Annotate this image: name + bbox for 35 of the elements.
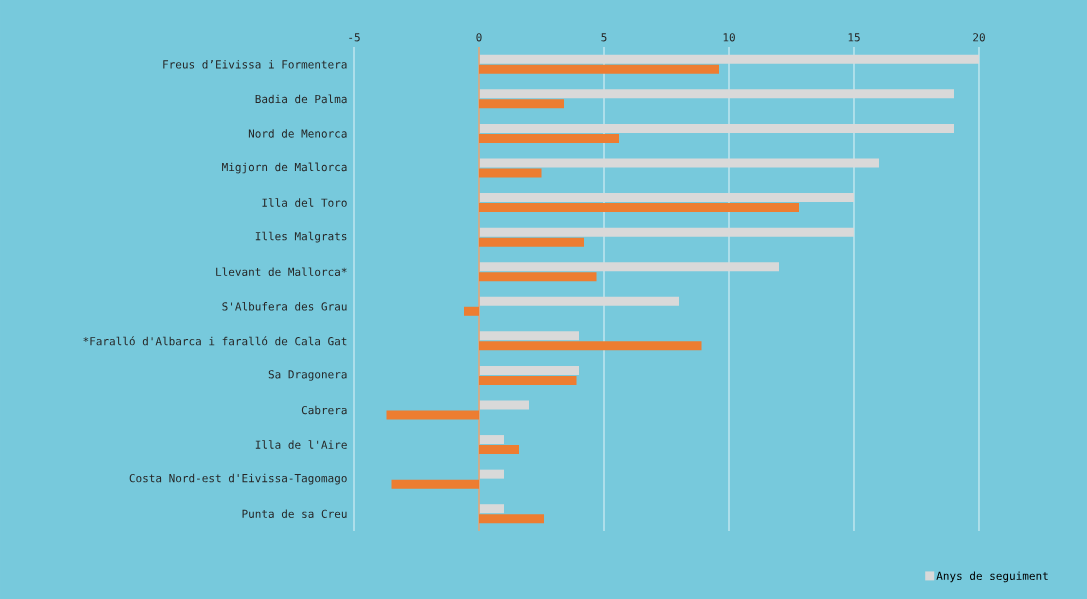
y-tick-label: Badia de Palma — [255, 94, 347, 104]
x-tick-label: 10 — [723, 33, 735, 42]
bar — [479, 400, 529, 410]
y-tick-label: Punta de sa Creu — [242, 509, 347, 518]
x-tick-label: 5 — [601, 33, 607, 42]
y-tick-label: Illa de l'Aire — [255, 440, 347, 449]
y-tick-label: Costa Nord-est d'Eivissa-Tagomago — [129, 473, 347, 485]
y-tick-label: Nord de Menorca — [248, 129, 347, 138]
legend-label: Anys de seguiment — [936, 571, 1048, 583]
y-tick-label: Sa Dragonera — [268, 370, 347, 381]
bar — [479, 193, 854, 203]
y-tick-label: Illa del Toro — [262, 198, 347, 207]
bar — [479, 365, 579, 375]
bar — [479, 331, 579, 341]
bar — [479, 54, 979, 64]
bar — [479, 262, 779, 272]
bar — [479, 435, 504, 445]
bar — [479, 469, 504, 479]
x-tick-label: 15 — [848, 33, 860, 42]
y-tick-label: Cabrera — [301, 405, 347, 415]
y-tick-label: Freus d’Eivissa i Formentera — [163, 60, 347, 69]
x-tick-label: 20 — [973, 33, 985, 42]
bar — [479, 504, 504, 514]
bar — [479, 123, 954, 133]
y-tick-label: Migjorn de Mallorca — [222, 162, 347, 174]
y-tick-label: *Faralló d'Albarca i faralló de Cala Gat — [83, 336, 347, 346]
x-tick-label: -5 — [349, 33, 360, 42]
bar — [479, 89, 954, 99]
y-tick-label: Llevant de Mallorca* — [216, 267, 347, 276]
bar — [479, 227, 854, 237]
y-tick-label: S'Albufera des Grau — [222, 302, 347, 311]
bar — [479, 158, 879, 168]
x-tick-label: 0 — [476, 33, 482, 42]
y-tick-label: Illes Malgrats — [255, 231, 347, 243]
bar — [479, 296, 679, 306]
